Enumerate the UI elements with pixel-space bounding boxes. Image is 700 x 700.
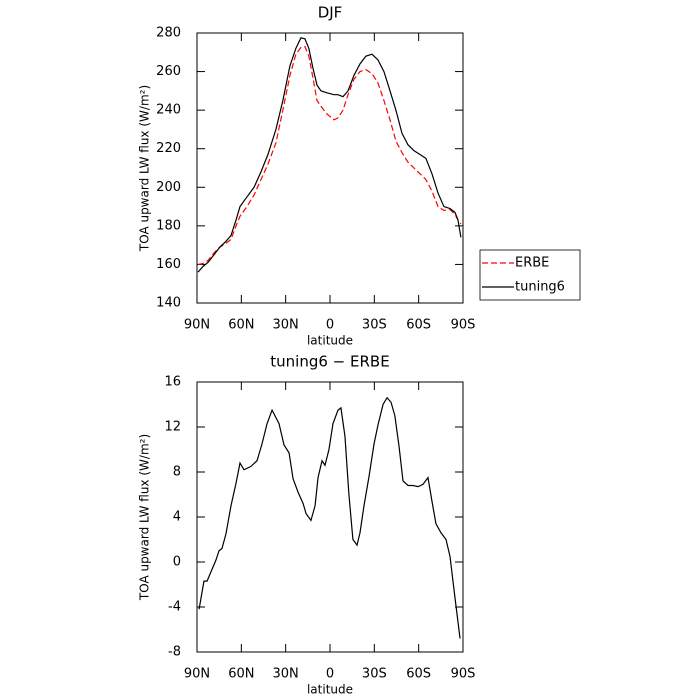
- x-tick-label: 60N: [228, 318, 254, 333]
- plot-frame: [196, 32, 464, 304]
- y-tick-label: 180: [156, 218, 181, 233]
- x-tick-label: 60S: [406, 318, 431, 333]
- y-tick-label: 240: [156, 103, 181, 118]
- y-tick-label: 200: [156, 180, 181, 195]
- y-tick-label: 280: [156, 26, 181, 41]
- y-tick-label: 4: [173, 510, 181, 525]
- x-tick-label: 90N: [184, 667, 210, 682]
- y-axis-label: TOA upward LW flux (W/m²): [138, 434, 152, 601]
- x-axis-label: latitude: [307, 334, 353, 348]
- legend-label: tuning6: [515, 280, 565, 295]
- y-tick-label: 16: [164, 375, 181, 390]
- legend-box: [479, 249, 581, 301]
- y-tick-label: 0: [173, 555, 181, 570]
- x-tick-label: 0: [326, 667, 334, 682]
- x-tick-label: 30N: [273, 667, 299, 682]
- plot-frame: [196, 381, 464, 653]
- y-tick-label: 160: [156, 257, 181, 272]
- x-tick-label: 90S: [451, 318, 476, 333]
- x-tick-label: 90N: [184, 318, 210, 333]
- chart-title: DJF: [318, 4, 343, 22]
- x-tick-label: 90S: [451, 667, 476, 682]
- x-axis-label: latitude: [307, 683, 353, 697]
- x-tick-label: 30S: [362, 667, 387, 682]
- y-tick-label: -4: [168, 600, 181, 615]
- y-tick-label: 220: [156, 141, 181, 156]
- data-line: [197, 45, 462, 266]
- y-tick-label: 8: [173, 465, 181, 480]
- data-line: [198, 396, 461, 639]
- y-tick-label: -8: [168, 645, 181, 660]
- y-tick-label: 140: [156, 296, 181, 311]
- y-axis-label: TOA upward LW flux (W/m²): [138, 85, 152, 252]
- x-tick-label: 30S: [362, 318, 387, 333]
- data-line: [197, 37, 462, 273]
- x-tick-label: 60N: [228, 667, 254, 682]
- x-tick-label: 0: [326, 318, 334, 333]
- chart-title: tuning6 − ERBE: [270, 353, 389, 371]
- y-tick-label: 260: [156, 64, 181, 79]
- x-tick-label: 30N: [273, 318, 299, 333]
- y-tick-label: 12: [164, 420, 181, 435]
- legend-label: ERBE: [515, 256, 549, 271]
- x-tick-label: 60S: [406, 667, 431, 682]
